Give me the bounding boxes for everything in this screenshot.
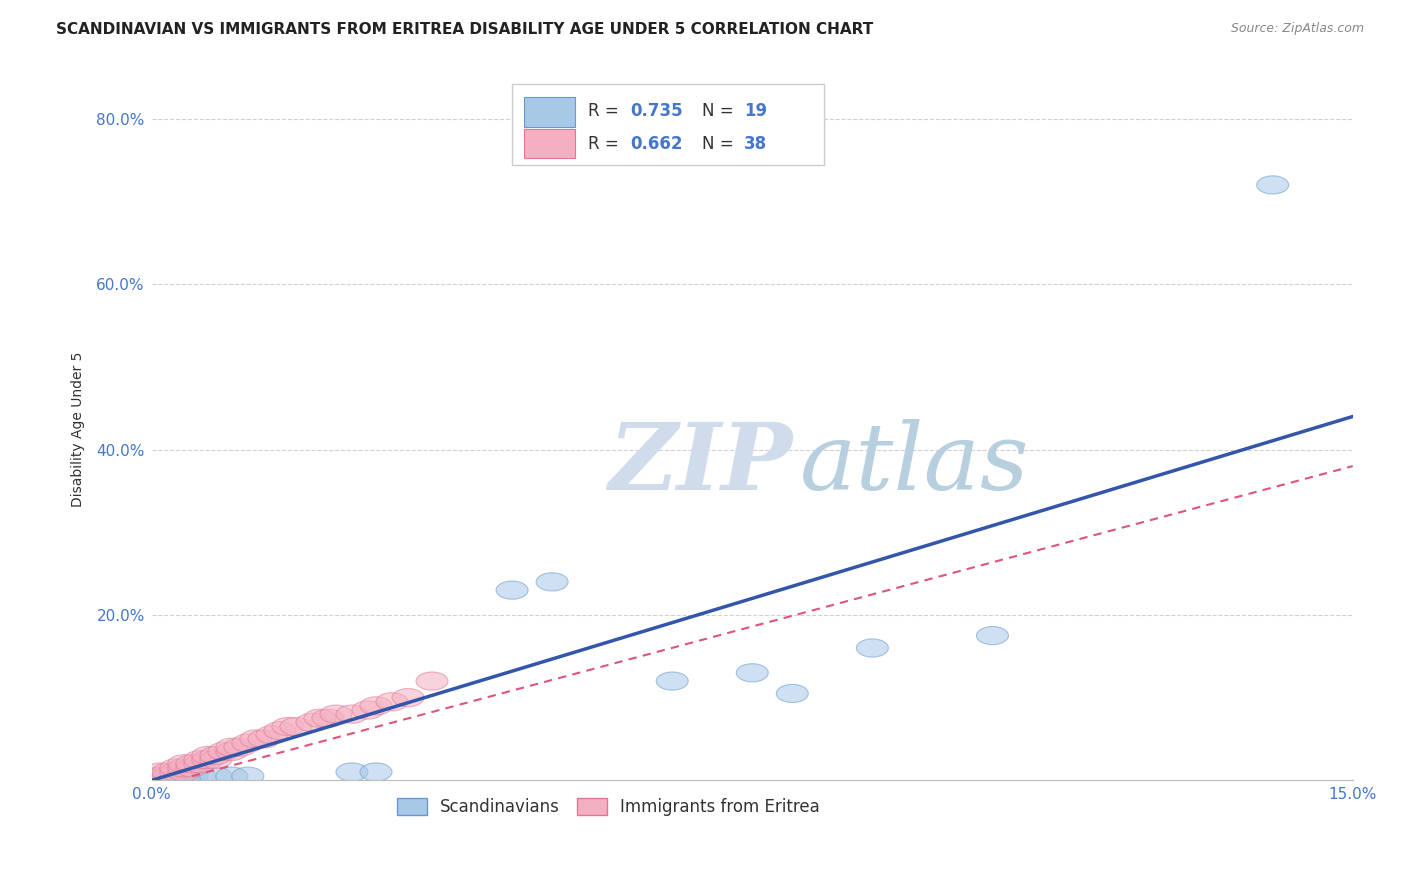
- Text: 0.662: 0.662: [630, 135, 682, 153]
- Ellipse shape: [208, 742, 240, 761]
- Ellipse shape: [200, 750, 232, 769]
- Ellipse shape: [240, 730, 271, 748]
- Ellipse shape: [856, 639, 889, 657]
- Ellipse shape: [176, 767, 208, 785]
- Ellipse shape: [191, 747, 224, 764]
- Y-axis label: Disability Age Under 5: Disability Age Under 5: [72, 351, 86, 507]
- Ellipse shape: [184, 750, 217, 769]
- Ellipse shape: [217, 742, 247, 761]
- Ellipse shape: [375, 693, 408, 711]
- Text: Source: ZipAtlas.com: Source: ZipAtlas.com: [1230, 22, 1364, 36]
- Ellipse shape: [416, 672, 449, 690]
- Ellipse shape: [336, 763, 368, 781]
- Ellipse shape: [217, 738, 247, 756]
- Ellipse shape: [336, 705, 368, 723]
- Ellipse shape: [776, 684, 808, 703]
- Ellipse shape: [737, 664, 768, 681]
- Ellipse shape: [191, 750, 224, 769]
- Ellipse shape: [160, 759, 191, 777]
- Ellipse shape: [176, 755, 208, 772]
- Text: R =: R =: [588, 135, 624, 153]
- Ellipse shape: [200, 747, 232, 764]
- Ellipse shape: [264, 722, 295, 739]
- Text: 38: 38: [744, 135, 768, 153]
- Ellipse shape: [160, 767, 191, 785]
- FancyBboxPatch shape: [512, 85, 824, 165]
- Text: SCANDINAVIAN VS IMMIGRANTS FROM ERITREA DISABILITY AGE UNDER 5 CORRELATION CHART: SCANDINAVIAN VS IMMIGRANTS FROM ERITREA …: [56, 22, 873, 37]
- Text: R =: R =: [588, 103, 624, 120]
- Ellipse shape: [271, 717, 304, 736]
- Ellipse shape: [295, 714, 328, 731]
- Ellipse shape: [976, 626, 1008, 645]
- Text: N =: N =: [702, 103, 738, 120]
- Ellipse shape: [352, 701, 384, 719]
- Ellipse shape: [392, 689, 425, 706]
- Ellipse shape: [152, 763, 184, 781]
- Ellipse shape: [184, 755, 217, 772]
- Text: N =: N =: [702, 135, 738, 153]
- Ellipse shape: [152, 767, 184, 785]
- Text: atlas: atlas: [800, 419, 1029, 509]
- Ellipse shape: [360, 697, 392, 715]
- Ellipse shape: [536, 573, 568, 591]
- Ellipse shape: [217, 767, 247, 785]
- Ellipse shape: [167, 767, 200, 785]
- Ellipse shape: [167, 755, 200, 772]
- Ellipse shape: [232, 734, 264, 752]
- Ellipse shape: [200, 767, 232, 785]
- Ellipse shape: [657, 672, 688, 690]
- Ellipse shape: [224, 738, 256, 756]
- Ellipse shape: [167, 759, 200, 777]
- Ellipse shape: [360, 763, 392, 781]
- Ellipse shape: [184, 767, 217, 785]
- Ellipse shape: [280, 717, 312, 736]
- Ellipse shape: [143, 767, 176, 785]
- Ellipse shape: [167, 763, 200, 781]
- Ellipse shape: [1257, 176, 1289, 194]
- Ellipse shape: [176, 759, 208, 777]
- Ellipse shape: [143, 763, 176, 781]
- Ellipse shape: [143, 767, 176, 785]
- Ellipse shape: [247, 730, 280, 748]
- Ellipse shape: [496, 581, 529, 599]
- Text: 0.735: 0.735: [630, 103, 682, 120]
- FancyBboxPatch shape: [524, 97, 575, 127]
- Text: ZIP: ZIP: [609, 419, 793, 509]
- Ellipse shape: [152, 767, 184, 785]
- Ellipse shape: [232, 767, 264, 785]
- Ellipse shape: [312, 709, 344, 727]
- Ellipse shape: [304, 709, 336, 727]
- Ellipse shape: [256, 726, 288, 744]
- Ellipse shape: [160, 763, 191, 781]
- Text: 19: 19: [744, 103, 768, 120]
- Legend: Scandinavians, Immigrants from Eritrea: Scandinavians, Immigrants from Eritrea: [388, 789, 828, 825]
- FancyBboxPatch shape: [524, 128, 575, 158]
- Ellipse shape: [321, 705, 352, 723]
